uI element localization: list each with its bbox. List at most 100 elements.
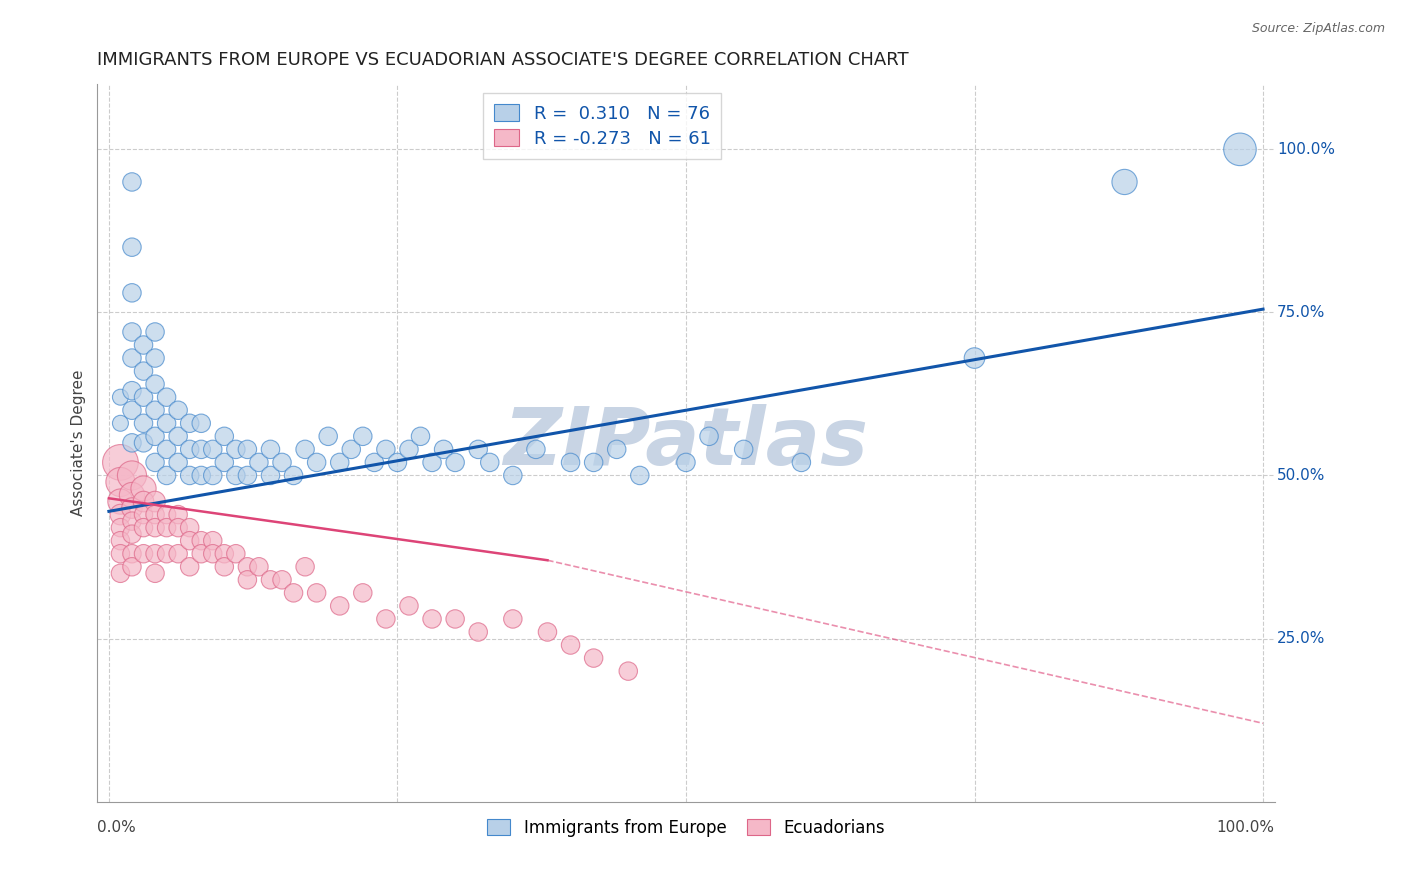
Point [121,285,143,300]
Point [467,625,489,640]
Point [352,586,374,600]
Point [214,455,236,469]
Point [121,384,143,398]
Point [121,175,143,189]
Text: 75.0%: 75.0% [1277,305,1326,320]
Point [305,586,328,600]
Point [790,455,813,469]
Point [155,521,177,535]
Point [143,521,166,535]
Point [352,429,374,443]
Point [502,468,524,483]
Point [363,455,385,469]
Point [167,429,190,443]
Point [190,442,212,457]
Point [167,403,190,417]
Point [110,508,132,522]
Point [110,455,132,469]
Point [167,455,190,469]
Point [201,533,224,548]
Point [398,599,420,613]
Point [155,547,177,561]
Point [132,390,155,404]
Point [214,547,236,561]
Point [1229,142,1251,156]
Point [132,482,155,496]
Point [444,612,467,626]
Point [214,559,236,574]
Point [121,547,143,561]
Point [121,351,143,365]
Point [179,417,201,431]
Point [110,533,132,548]
Text: 100.0%: 100.0% [1277,142,1334,157]
Point [179,521,201,535]
Point [110,547,132,561]
Point [271,455,294,469]
Point [155,508,177,522]
Point [433,442,456,457]
Point [387,455,409,469]
Legend: Immigrants from Europe, Ecuadorians: Immigrants from Europe, Ecuadorians [481,812,891,844]
Point [179,468,201,483]
Point [409,429,432,443]
Point [155,390,177,404]
Point [143,547,166,561]
Text: 50.0%: 50.0% [1277,468,1326,483]
Text: 25.0%: 25.0% [1277,631,1326,646]
Point [132,417,155,431]
Point [155,468,177,483]
Point [110,566,132,581]
Point [1114,175,1136,189]
Point [247,559,270,574]
Point [225,547,247,561]
Point [247,455,270,469]
Point [190,417,212,431]
Point [121,559,143,574]
Point [502,612,524,626]
Point [143,403,166,417]
Point [560,455,582,469]
Point [190,533,212,548]
Point [132,364,155,378]
Point [398,442,420,457]
Point [606,442,628,457]
Point [110,390,132,404]
Text: ZIPatlas: ZIPatlas [503,404,869,482]
Point [259,573,281,587]
Point [179,442,201,457]
Point [214,429,236,443]
Point [143,566,166,581]
Point [271,573,294,587]
Point [560,638,582,652]
Text: IMMIGRANTS FROM EUROPE VS ECUADORIAN ASSOCIATE'S DEGREE CORRELATION CHART: IMMIGRANTS FROM EUROPE VS ECUADORIAN ASS… [97,51,908,69]
Point [132,494,155,508]
Point [420,455,443,469]
Point [236,559,259,574]
Point [190,547,212,561]
Point [236,468,259,483]
Point [190,468,212,483]
Point [155,417,177,431]
Point [143,351,166,365]
Point [121,527,143,541]
Point [167,521,190,535]
Point [179,533,201,548]
Point [201,468,224,483]
Point [143,494,166,508]
Text: 100.0%: 100.0% [1216,820,1275,835]
Point [675,455,697,469]
Point [236,573,259,587]
Point [236,442,259,457]
Point [143,455,166,469]
Point [225,468,247,483]
Point [536,625,558,640]
Point [110,475,132,489]
Point [201,442,224,457]
Point [617,664,640,678]
Point [110,417,132,431]
Point [121,403,143,417]
Point [179,559,201,574]
Point [478,455,501,469]
Point [733,442,755,457]
